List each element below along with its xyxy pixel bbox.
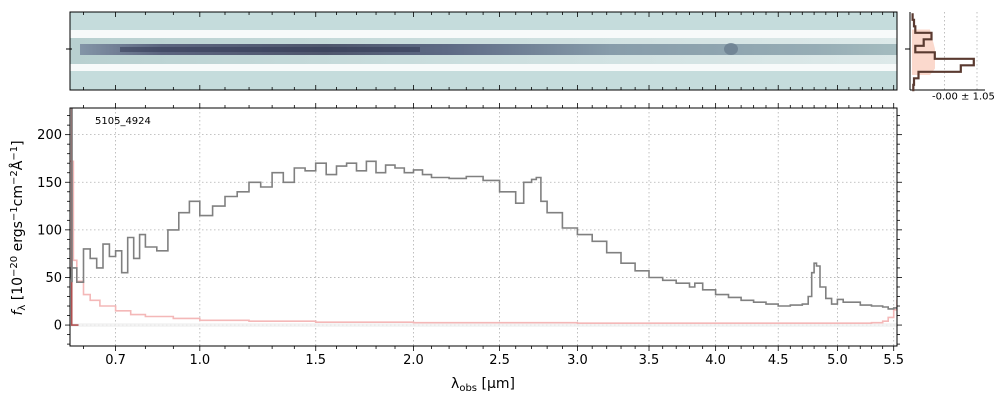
grid-lines <box>70 108 897 346</box>
flux-line <box>70 108 897 310</box>
spectrum-2d-emission-feature <box>724 43 738 55</box>
error-line <box>70 160 897 324</box>
x-tick-label: 4.0 <box>705 353 726 368</box>
x-tick-label: 2.5 <box>489 353 510 368</box>
y-tick-label: 200 <box>37 128 62 143</box>
y-axis-ticks <box>65 115 902 345</box>
x-tick-label: 5.0 <box>827 353 848 368</box>
side-profile-histogram <box>911 13 975 92</box>
y-axis-label-part2: ergs <box>10 221 26 256</box>
side-profile-panel: -0.00 ± 1.05 <box>905 12 995 102</box>
spectrum-2d-clear-band-lower <box>70 62 897 71</box>
x-tick-label: 1.5 <box>305 353 326 368</box>
spectrum-1d-border <box>69 107 898 347</box>
y-axis-label-exp1: −20 <box>9 256 20 277</box>
x-tick-label: 4.5 <box>768 353 789 368</box>
spectrum-1d-panel: 0.7 1.0 1.5 2.0 2.5 3.0 3.5 4.0 4.5 5.0 5.5 0 50 100… <box>37 103 904 368</box>
y-axis-label-exp4: −1 <box>9 146 20 161</box>
x-axis-label-main: λ <box>451 376 459 392</box>
y-axis-label: fλ [10−20 ergs−1cm−2Å−1] <box>9 140 28 315</box>
y-tick-label: 100 <box>37 223 62 238</box>
x-tick-label: 5.5 <box>883 353 904 368</box>
x-tick-label: 2.0 <box>403 353 424 368</box>
x-axis-label: λobs [μm] <box>451 376 515 394</box>
error-band <box>70 323 897 327</box>
y-axis-label-close: ] <box>10 140 26 145</box>
y-tick-label: 150 <box>37 176 62 191</box>
y-tick-label: 50 <box>45 271 62 286</box>
x-tick-label: 1.0 <box>189 353 210 368</box>
y-axis-label-exp3: −2 <box>9 170 20 185</box>
y-tick-label: 0 <box>54 319 62 334</box>
x-axis-tick-labels: 0.7 1.0 1.5 2.0 2.5 3.0 3.5 4.0 4.5 5.0 5.5 <box>105 353 904 368</box>
spectrum-2d-trace-core <box>120 47 420 52</box>
y-axis-label-sub: λ <box>17 305 28 311</box>
side-profile-grid <box>944 12 978 90</box>
object-id-label: 5105_4924 <box>95 116 151 127</box>
x-axis-label-unit: [μm] <box>477 376 515 392</box>
x-tick-label: 0.7 <box>105 353 126 368</box>
y-axis-label-part4: Å <box>9 160 26 170</box>
spectrum-2d-clear-band-upper <box>70 30 897 40</box>
x-tick-label: 3.5 <box>639 353 660 368</box>
spectrum-2d-panel <box>66 11 898 91</box>
x-axis-label-sub: obs <box>459 383 477 394</box>
spectrum-2d-trace <box>80 44 897 55</box>
x-tick-label: 3.0 <box>567 353 588 368</box>
y-axis-label-f: f <box>10 309 26 316</box>
spectrum-2d-ticks <box>66 12 895 90</box>
x-axis-ticks <box>83 103 895 351</box>
y-axis-tick-labels: 0 50 100 150 200 <box>37 128 62 333</box>
y-axis-label-part3: cm <box>10 185 26 206</box>
y-axis-label-exp2: −1 <box>9 206 20 221</box>
side-profile-stat-text: -0.00 ± 1.05 <box>932 91 995 102</box>
y-axis-label-rest: [10 <box>10 277 26 305</box>
